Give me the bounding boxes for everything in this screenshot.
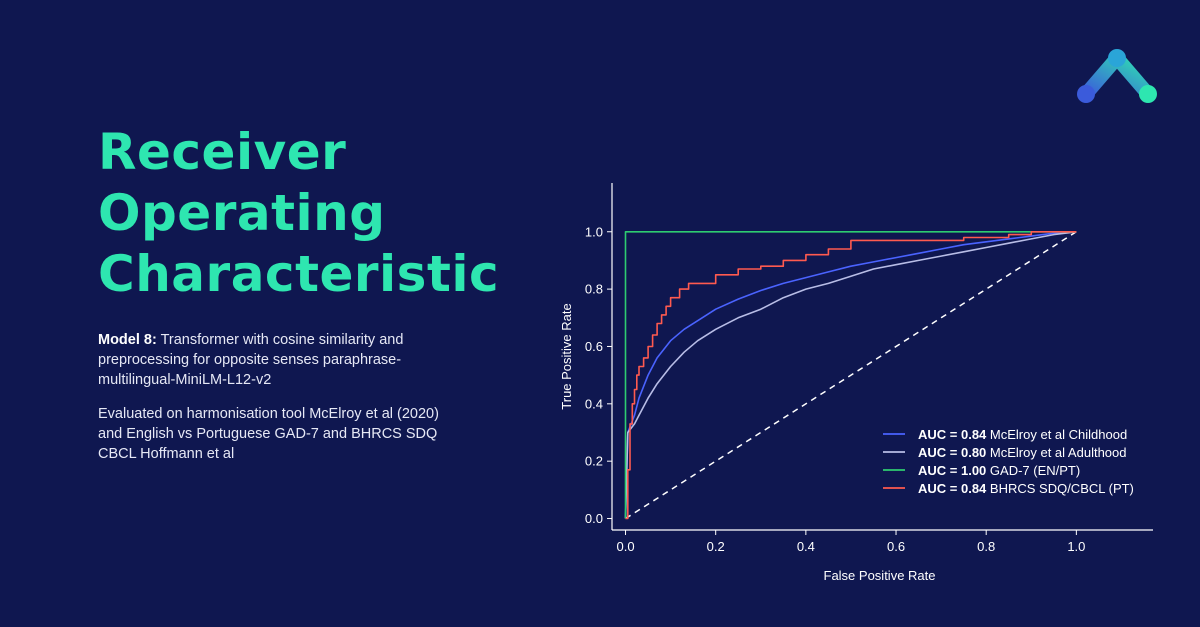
legend-entry-3: AUC = 1.00 GAD-7 (EN/PT): [918, 463, 1080, 478]
x-tick-label: 0.2: [707, 539, 725, 554]
legend-auc-value: AUC = 0.84: [918, 427, 987, 442]
title-line-1: Receiver: [98, 123, 347, 181]
y-tick-label: 0.2: [585, 454, 603, 469]
title-line-2: Operating: [98, 184, 386, 242]
legend-series-name: BHRCS SDQ/CBCL (PT): [986, 481, 1134, 496]
y-tick-label: 0.0: [585, 511, 603, 526]
model-description: Model 8: Transformer with cosine similar…: [98, 330, 458, 390]
x-tick-label: 0.4: [797, 539, 815, 554]
y-tick-label: 1.0: [585, 224, 603, 239]
evaluation-description: Evaluated on harmonisation tool McElroy …: [98, 406, 439, 462]
x-tick-label: 1.0: [1067, 539, 1085, 554]
legend-auc-value: AUC = 0.80: [918, 445, 986, 460]
harmony-logo-icon: [1077, 49, 1157, 103]
roc-curve-series-4: [625, 231, 1077, 520]
chance-diagonal-line: [625, 231, 1077, 520]
legend-series-name: GAD-7 (EN/PT): [986, 463, 1080, 478]
roc-curve-series-1: [624, 231, 1077, 519]
roc-curve-series-2: [624, 231, 1077, 519]
y-axis-label: True Positive Rate: [559, 303, 574, 409]
legend-series-name: McElroy et al Childhood: [986, 427, 1127, 442]
title-line-3: Characteristic: [98, 245, 500, 303]
x-tick-label: 0.0: [616, 539, 634, 554]
legend-entry-1: AUC = 0.84 McElroy et al Childhood: [918, 427, 1127, 442]
model-label: Model 8:: [98, 332, 157, 348]
page-title: Receiver Operating Characteristic: [98, 122, 558, 305]
model-text: Transformer with cosine similarity and p…: [98, 332, 404, 388]
x-tick-label: 0.6: [887, 539, 905, 554]
y-tick-label: 0.6: [585, 339, 603, 354]
roc-curve-series-3: [624, 231, 1077, 519]
legend-series-name: McElroy et al Adulthood: [986, 445, 1126, 460]
legend-auc-value: AUC = 1.00: [918, 463, 986, 478]
legend-entry-2: AUC = 0.80 McElroy et al Adulthood: [918, 445, 1127, 460]
legend-auc-value: AUC = 0.84: [918, 481, 987, 496]
y-tick-label: 0.8: [585, 282, 603, 297]
x-tick-label: 0.8: [977, 539, 995, 554]
x-axis-label: False Positive Rate: [824, 568, 936, 583]
legend-entry-4: AUC = 0.84 BHRCS SDQ/CBCL (PT): [918, 481, 1134, 496]
y-tick-label: 0.4: [585, 396, 603, 411]
